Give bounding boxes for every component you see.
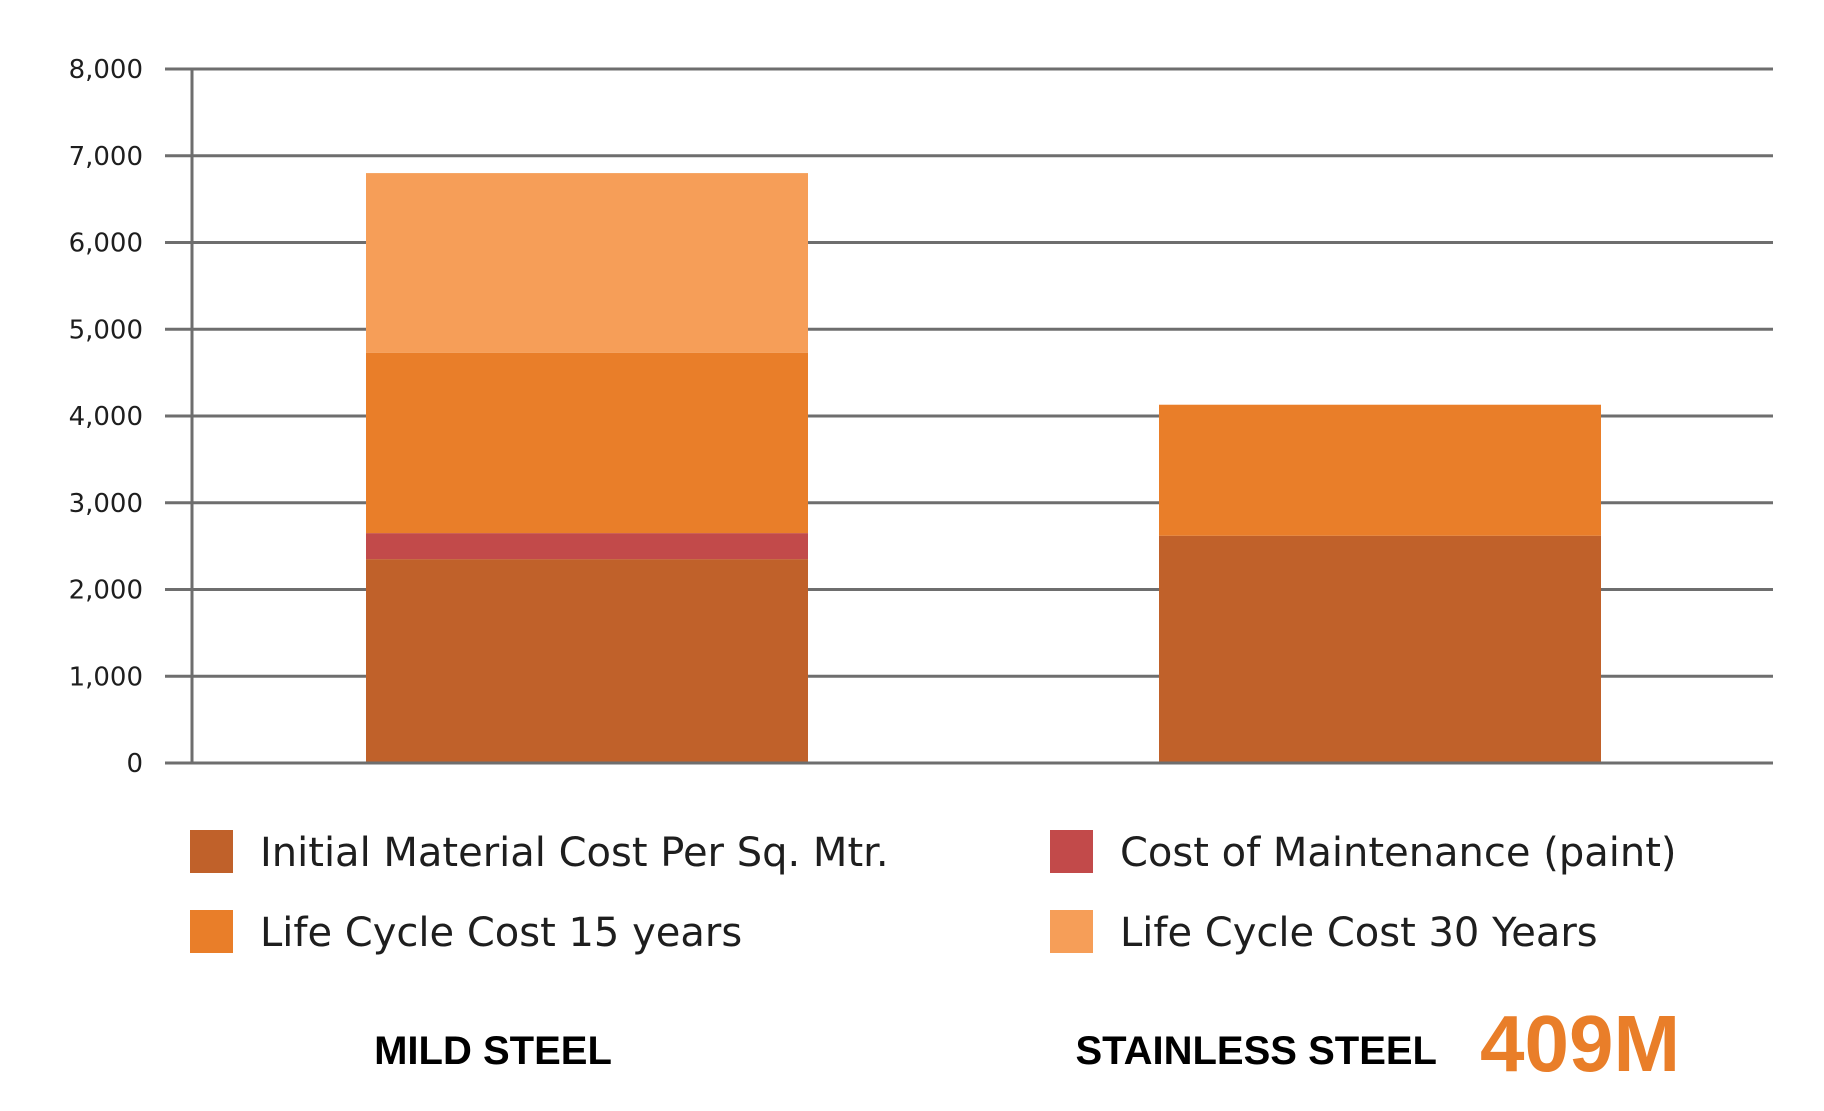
category-label: STAINLESS STEEL — [1075, 1029, 1437, 1073]
legend-swatch — [190, 910, 233, 953]
y-tick-label: 8,000 — [69, 55, 143, 85]
bars — [366, 173, 1601, 763]
category-labels: MILD STEEL STAINLESS STEEL — [374, 1029, 1437, 1073]
legend-swatch — [1050, 830, 1093, 873]
y-tick-label: 1,000 — [69, 662, 143, 692]
category-label: MILD STEEL — [374, 1029, 612, 1073]
y-tick-label: 3,000 — [69, 489, 143, 519]
bar-segment — [366, 352, 808, 534]
y-tick-label: 7,000 — [69, 142, 143, 172]
bar-segment — [1159, 404, 1601, 536]
bar-segment — [366, 559, 808, 763]
bar-segment — [1159, 535, 1601, 763]
legend-label: Cost of Maintenance (paint) — [1120, 830, 1676, 876]
bar-segment — [366, 533, 808, 560]
y-axis-tick-labels: 0 1,000 2,000 3,000 4,000 5,000 6,000 7,000 8,00… — [69, 55, 143, 779]
y-tick-label: 5,000 — [69, 315, 143, 345]
y-tick-label: 0 — [126, 749, 143, 779]
legend-swatch — [1050, 910, 1093, 953]
legend-label: Life Cycle Cost 15 years — [260, 910, 742, 956]
y-tick-label: 4,000 — [69, 402, 143, 432]
y-tick-label: 6,000 — [69, 229, 143, 259]
legend: Initial Material Cost Per Sq. Mtr. Cost o… — [190, 830, 1676, 956]
legend-label: Initial Material Cost Per Sq. Mtr. — [260, 830, 889, 876]
legend-swatch — [190, 830, 233, 873]
y-tick-label: 2,000 — [69, 576, 143, 606]
annotation-409m: 409M — [1480, 999, 1680, 1088]
axes — [165, 69, 1773, 765]
legend-label: Life Cycle Cost 30 Years — [1120, 910, 1598, 956]
bar-segment — [366, 173, 808, 353]
